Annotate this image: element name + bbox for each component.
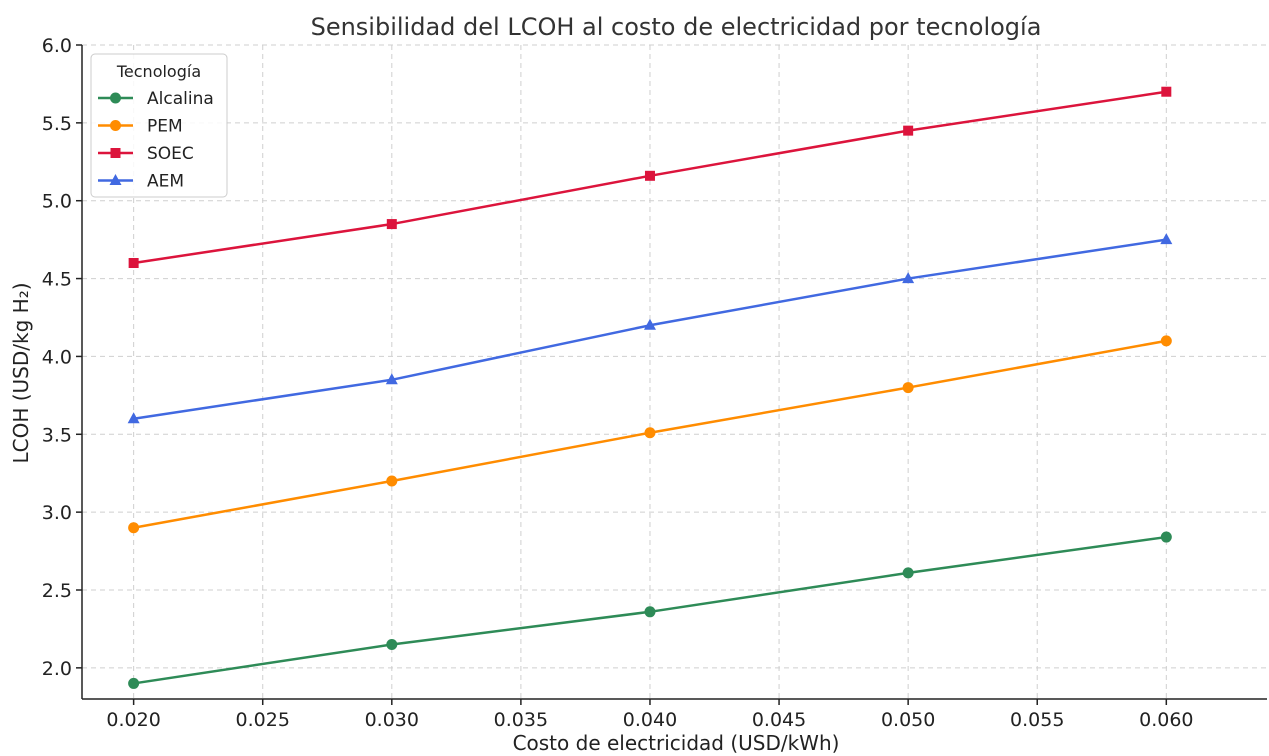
data-point-pem	[902, 382, 914, 394]
legend-label: AEM	[147, 172, 184, 192]
series-alcalina	[128, 531, 1172, 689]
x-tick-label: 0.045	[752, 709, 806, 731]
data-point-aem	[1160, 233, 1173, 245]
y-tick-label: 4.0	[42, 346, 72, 368]
data-point-alcalina	[128, 677, 140, 689]
x-tick-label: 0.020	[106, 709, 160, 731]
data-point-soec	[128, 258, 139, 268]
ticks: 0.020 0.025 0.030 0.035 0.040 0.045 0.050 0.055…	[42, 35, 1194, 731]
y-tick-label: 5.0	[42, 191, 72, 213]
y-tick-label: 5.5	[42, 113, 72, 135]
legend-box	[90, 53, 228, 198]
y-tick-label: 6.0	[42, 35, 72, 57]
x-tick-label: 0.035	[494, 709, 548, 731]
data-point-alcalina	[1160, 531, 1172, 543]
legend-item-alcalina: Alcalina	[98, 89, 214, 109]
x-tick-label: 0.030	[365, 709, 419, 731]
y-tick-label: 3.0	[42, 502, 72, 524]
y-tick-label: 2.5	[42, 580, 72, 602]
legend-marker	[110, 120, 121, 131]
chart-title: Sensibilidad del LCOH al costo de electr…	[311, 13, 1042, 41]
data-point-pem	[128, 522, 140, 534]
series-layer	[127, 86, 1173, 689]
y-axis-label: LCOH (USD/kg H₂)	[9, 282, 33, 463]
legend-label: SOEC	[147, 144, 194, 164]
series-aem	[127, 233, 1173, 424]
data-point-alcalina	[386, 639, 398, 650]
data-point-soec	[1161, 86, 1172, 97]
data-point-pem	[644, 427, 656, 439]
data-point-aem	[385, 373, 398, 385]
x-tick-label: 0.025	[236, 709, 290, 731]
legend-item-pem: PEM	[98, 117, 183, 137]
legend-marker	[110, 148, 121, 158]
x-tick-label: 0.055	[1010, 709, 1064, 731]
legend-label: Alcalina	[147, 89, 214, 109]
grid	[82, 44, 1267, 699]
data-point-pem	[386, 475, 398, 487]
y-tick-label: 4.5	[42, 269, 72, 291]
data-point-aem	[127, 412, 140, 424]
x-tick-label: 0.040	[623, 709, 677, 731]
x-tick-label: 0.060	[1139, 709, 1193, 731]
data-point-soec	[644, 170, 655, 181]
series-soec	[128, 86, 1172, 268]
data-point-pem	[1160, 335, 1172, 347]
data-point-soec	[386, 219, 397, 230]
y-tick-label: 2.0	[42, 658, 72, 680]
data-point-alcalina	[902, 567, 914, 579]
y-tick-label: 3.5	[42, 424, 72, 446]
data-point-aem	[643, 318, 656, 330]
legend-items: Alcalina PEM SOEC AEM	[98, 89, 214, 192]
legend-label: PEM	[147, 117, 183, 137]
axes	[81, 45, 1267, 700]
series-pem	[128, 335, 1172, 534]
data-point-soec	[903, 125, 914, 136]
legend: Tecnología Alcalina PEM SOEC AEM	[90, 53, 228, 198]
legend-item-soec: SOEC	[98, 144, 194, 164]
x-tick-label: 0.050	[881, 709, 935, 731]
data-point-alcalina	[644, 606, 656, 618]
legend-title: Tecnología	[116, 62, 201, 81]
legend-marker	[109, 174, 122, 185]
data-point-aem	[902, 272, 915, 284]
legend-item-aem: AEM	[98, 172, 184, 192]
legend-marker	[110, 92, 121, 104]
x-axis-label: Costo de electricidad (USD/kWh)	[513, 731, 840, 755]
